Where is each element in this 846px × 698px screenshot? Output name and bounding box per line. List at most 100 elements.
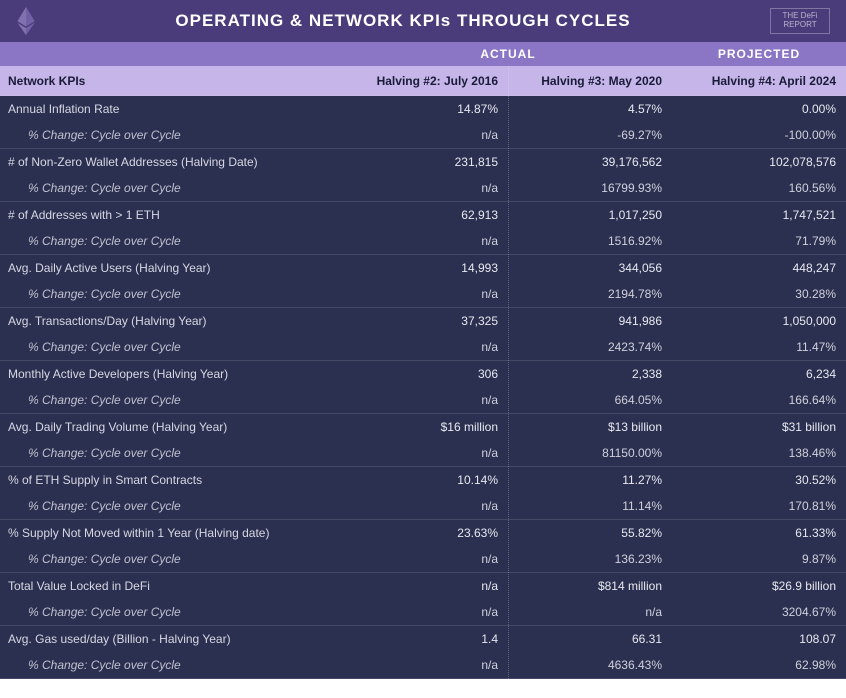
metric-label: Avg. Daily Active Users (Halving Year): [0, 261, 344, 275]
metric-change-row: % Change: Cycle over Cyclen/an/a3204.67%: [0, 599, 846, 625]
actual-column-group: ACTUAL: [344, 42, 672, 66]
metric-label: # of Non-Zero Wallet Addresses (Halving …: [0, 155, 344, 169]
metric-change-row: % Change: Cycle over Cyclen/a664.05%166.…: [0, 387, 846, 413]
section-heading: Network KPIs: [0, 66, 344, 95]
metric-value: 1.4: [344, 632, 508, 646]
metric-value: 10.14%: [344, 473, 508, 487]
metric-group: % of ETH Supply in Smart Contracts10.14%…: [0, 467, 846, 520]
metric-label: Annual Inflation Rate: [0, 102, 344, 116]
change-value: 16799.93%: [508, 181, 672, 195]
metric-value: 1,050,000: [672, 314, 846, 328]
change-value: n/a: [344, 658, 508, 672]
change-value: n/a: [344, 287, 508, 301]
metric-label: Monthly Active Developers (Halving Year): [0, 367, 344, 381]
metric-value: 30.52%: [672, 473, 846, 487]
metric-value: 1,017,250: [508, 208, 672, 222]
metric-change-row: % Change: Cycle over Cyclen/a136.23%9.87…: [0, 546, 846, 572]
metric-row: Avg. Transactions/Day (Halving Year)37,3…: [0, 308, 846, 334]
metric-change-row: % Change: Cycle over Cyclen/a2194.78%30.…: [0, 281, 846, 307]
metric-value: n/a: [344, 579, 508, 593]
change-value: n/a: [344, 393, 508, 407]
metric-value: 448,247: [672, 261, 846, 275]
metric-row: Total Value Locked in DeFin/a$814 millio…: [0, 573, 846, 599]
change-value: 3204.67%: [672, 605, 846, 619]
change-value: n/a: [344, 605, 508, 619]
spacer: [0, 42, 344, 66]
metric-value: 1,747,521: [672, 208, 846, 222]
metric-value: 4.57%: [508, 102, 672, 116]
metric-group: # of Non-Zero Wallet Addresses (Halving …: [0, 149, 846, 202]
metric-group: Avg. Daily Active Users (Halving Year)14…: [0, 255, 846, 308]
change-value: n/a: [344, 446, 508, 460]
metric-value: 37,325: [344, 314, 508, 328]
change-value: n/a: [344, 234, 508, 248]
metric-label: % of ETH Supply in Smart Contracts: [0, 473, 344, 487]
metric-value: 231,815: [344, 155, 508, 169]
metric-label: Avg. Daily Trading Volume (Halving Year): [0, 420, 344, 434]
metric-change-row: % Change: Cycle over Cyclen/a4636.43%62.…: [0, 652, 846, 678]
metric-value: 14,993: [344, 261, 508, 275]
kpi-table: OPERATING & NETWORK KPIs THROUGH CYCLES …: [0, 0, 846, 679]
table-body: Annual Inflation Rate14.87%4.57%0.00%% C…: [0, 96, 846, 679]
metric-value: 55.82%: [508, 526, 672, 540]
change-value: 136.23%: [508, 552, 672, 566]
title-bar: OPERATING & NETWORK KPIs THROUGH CYCLES …: [0, 0, 846, 42]
change-value: 1516.92%: [508, 234, 672, 248]
change-value: 664.05%: [508, 393, 672, 407]
column-header-row: Network KPIs Halving #2: July 2016 Halvi…: [0, 66, 846, 96]
change-label: % Change: Cycle over Cycle: [0, 340, 344, 354]
metric-change-row: % Change: Cycle over Cyclen/a16799.93%16…: [0, 175, 846, 201]
change-label: % Change: Cycle over Cycle: [0, 287, 344, 301]
metric-change-row: % Change: Cycle over Cyclen/a1516.92%71.…: [0, 228, 846, 254]
defi-report-logo: THE DeFi REPORT: [770, 8, 830, 34]
change-value: 160.56%: [672, 181, 846, 195]
metric-value: 108.07: [672, 632, 846, 646]
col-header-halving-4: Halving #4: April 2024: [672, 66, 846, 95]
change-value: 166.64%: [672, 393, 846, 407]
change-value: n/a: [344, 340, 508, 354]
metric-row: Avg. Gas used/day (Billion - Halving Yea…: [0, 626, 846, 652]
change-value: n/a: [344, 128, 508, 142]
change-value: -69.27%: [508, 128, 672, 142]
metric-value: 102,078,576: [672, 155, 846, 169]
metric-label: Avg. Gas used/day (Billion - Halving Yea…: [0, 632, 344, 646]
change-value: 30.28%: [672, 287, 846, 301]
metric-value: 941,986: [508, 314, 672, 328]
metric-group: Avg. Daily Trading Volume (Halving Year)…: [0, 414, 846, 467]
change-value: n/a: [344, 499, 508, 513]
change-value: 71.79%: [672, 234, 846, 248]
metric-row: # of Non-Zero Wallet Addresses (Halving …: [0, 149, 846, 175]
metric-group: Avg. Transactions/Day (Halving Year)37,3…: [0, 308, 846, 361]
change-value: 62.98%: [672, 658, 846, 672]
metric-change-row: % Change: Cycle over Cyclen/a81150.00%13…: [0, 440, 846, 466]
metric-value: 11.27%: [508, 473, 672, 487]
projected-column-group: PROJECTED: [672, 42, 846, 66]
metric-value: 61.33%: [672, 526, 846, 540]
change-label: % Change: Cycle over Cycle: [0, 552, 344, 566]
metric-label: # of Addresses with > 1 ETH: [0, 208, 344, 222]
metric-row: # of Addresses with > 1 ETH62,9131,017,2…: [0, 202, 846, 228]
metric-label: Total Value Locked in DeFi: [0, 579, 344, 593]
metric-group: # of Addresses with > 1 ETH62,9131,017,2…: [0, 202, 846, 255]
metric-value: 6,234: [672, 367, 846, 381]
metric-row: Avg. Daily Trading Volume (Halving Year)…: [0, 414, 846, 440]
metric-value: $31 billion: [672, 420, 846, 434]
change-value: 2423.74%: [508, 340, 672, 354]
metric-change-row: % Change: Cycle over Cyclen/a2423.74%11.…: [0, 334, 846, 360]
change-label: % Change: Cycle over Cycle: [0, 181, 344, 195]
col-header-halving-3: Halving #3: May 2020: [508, 66, 672, 95]
change-value: 170.81%: [672, 499, 846, 513]
change-value: 81150.00%: [508, 446, 672, 460]
change-label: % Change: Cycle over Cycle: [0, 499, 344, 513]
change-value: 9.87%: [672, 552, 846, 566]
metric-row: % of ETH Supply in Smart Contracts10.14%…: [0, 467, 846, 493]
change-label: % Change: Cycle over Cycle: [0, 234, 344, 248]
change-value: 2194.78%: [508, 287, 672, 301]
metric-change-row: % Change: Cycle over Cyclen/a11.14%170.8…: [0, 493, 846, 519]
metric-row: Avg. Daily Active Users (Halving Year)14…: [0, 255, 846, 281]
change-label: % Change: Cycle over Cycle: [0, 393, 344, 407]
column-group-header-row: ACTUAL PROJECTED: [0, 42, 846, 66]
change-value: 4636.43%: [508, 658, 672, 672]
metric-value: 344,056: [508, 261, 672, 275]
metric-value: 2,338: [508, 367, 672, 381]
